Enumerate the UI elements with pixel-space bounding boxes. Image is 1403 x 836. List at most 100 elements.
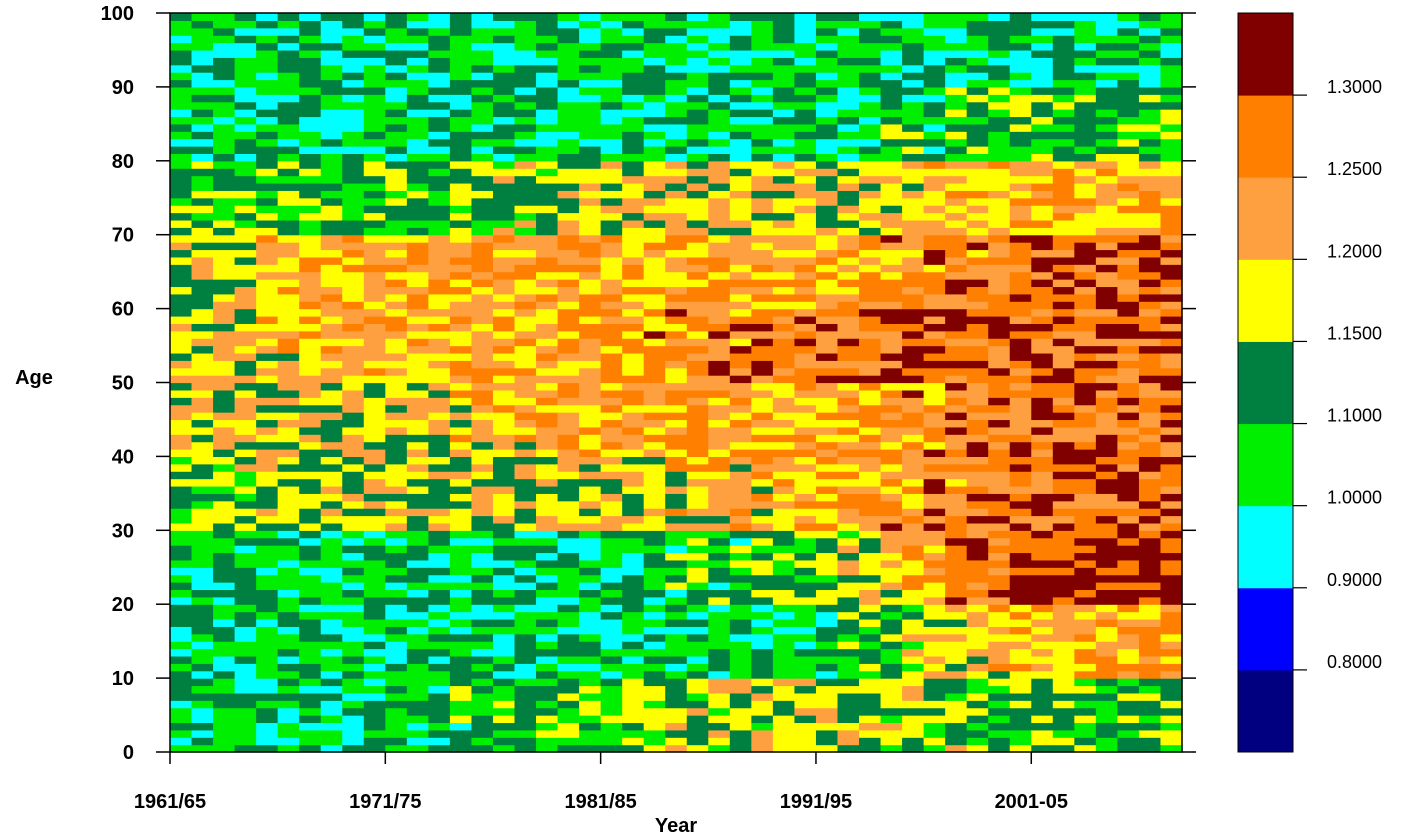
heatmap-cell xyxy=(1117,404,1140,413)
heatmap-cell xyxy=(449,242,473,251)
heatmap-cell xyxy=(299,559,322,568)
heatmap-cell xyxy=(1031,478,1054,487)
heatmap-cell xyxy=(536,397,559,406)
heatmap-cell xyxy=(256,463,279,472)
heatmap-cell xyxy=(880,352,903,361)
heatmap-cell xyxy=(622,345,645,354)
heatmap-cell xyxy=(342,308,365,317)
heatmap-cell xyxy=(342,626,365,635)
heatmap-cell xyxy=(557,197,580,206)
heatmap-cell xyxy=(729,160,752,169)
heatmap-cell xyxy=(708,338,731,347)
heatmap-cell xyxy=(1052,397,1075,406)
heatmap-cell xyxy=(1052,197,1075,206)
heatmap-cell xyxy=(191,116,214,125)
heatmap-cell xyxy=(363,131,386,140)
heatmap-cell xyxy=(363,685,386,694)
heatmap-cell xyxy=(256,160,279,169)
heatmap-cell xyxy=(277,360,300,369)
heatmap-cell xyxy=(729,500,752,509)
heatmap-cell xyxy=(234,345,257,354)
heatmap-cell xyxy=(579,382,602,391)
heatmap-cell xyxy=(902,42,925,51)
heatmap-cell xyxy=(579,552,602,561)
heatmap-cell xyxy=(945,323,968,332)
heatmap-cell xyxy=(729,382,752,391)
heatmap-cell xyxy=(902,345,925,354)
heatmap-cell xyxy=(234,160,257,169)
heatmap-cell xyxy=(1138,456,1162,465)
heatmap-cell xyxy=(234,589,257,598)
heatmap-cell xyxy=(794,419,817,428)
heatmap-cell xyxy=(859,397,882,406)
heatmap-cell xyxy=(837,160,860,169)
heatmap-cell xyxy=(320,197,343,206)
heatmap-cell xyxy=(406,530,429,539)
heatmap-cell xyxy=(536,13,559,21)
heatmap-cell xyxy=(1117,545,1140,554)
heatmap-cell xyxy=(1138,545,1162,554)
heatmap-cell xyxy=(945,109,968,118)
heatmap-cell xyxy=(1052,449,1075,457)
heatmap-cell xyxy=(1117,670,1140,679)
heatmap-cell xyxy=(923,175,946,184)
heatmap-cell xyxy=(557,626,580,635)
heatmap-cell xyxy=(1117,249,1140,258)
heatmap-cell xyxy=(1138,530,1162,539)
heatmap-cell xyxy=(966,737,989,746)
heatmap-cell xyxy=(837,404,860,413)
heatmap-cell xyxy=(536,249,559,258)
heatmap-cell xyxy=(1074,94,1097,103)
heatmap-cell xyxy=(449,205,473,214)
heatmap-cell xyxy=(815,397,839,406)
heatmap-cell xyxy=(1160,345,1183,354)
heatmap-cell xyxy=(449,700,473,709)
heatmap-cell xyxy=(320,589,343,598)
heatmap-cell xyxy=(708,574,731,583)
heatmap-cell xyxy=(902,678,925,687)
heatmap-cell xyxy=(557,419,580,428)
heatmap-cell xyxy=(449,722,473,731)
heatmap-cell xyxy=(794,641,817,650)
heatmap-cell xyxy=(1160,182,1183,191)
heatmap-cell xyxy=(600,412,623,421)
heatmap-cell xyxy=(815,559,839,568)
heatmap-cell xyxy=(449,729,473,738)
heatmap-cell xyxy=(859,508,882,517)
heatmap-cell xyxy=(772,397,796,406)
heatmap-cell xyxy=(514,64,537,73)
y-tick-label: 30 xyxy=(112,520,134,542)
heatmap-cell xyxy=(1095,404,1118,413)
heatmap-cell xyxy=(665,508,688,517)
heatmap-cell xyxy=(708,72,731,81)
heatmap-cell xyxy=(815,64,839,73)
heatmap-cell xyxy=(256,234,279,243)
heatmap-cell xyxy=(1117,352,1140,361)
heatmap-cell xyxy=(794,271,817,280)
heatmap-cell xyxy=(1095,256,1118,265)
heatmap-cell xyxy=(1009,205,1032,214)
heatmap-cell xyxy=(1074,42,1097,51)
heatmap-cell xyxy=(772,138,796,147)
heatmap-cell xyxy=(363,79,386,88)
heatmap-cell xyxy=(1160,101,1183,110)
heatmap-cell xyxy=(988,744,1011,753)
heatmap-cell xyxy=(988,293,1011,302)
heatmap-cell xyxy=(1052,219,1075,228)
heatmap-cell xyxy=(772,596,796,605)
heatmap-cell xyxy=(622,86,645,95)
heatmap-cell xyxy=(1117,685,1140,694)
heatmap-cell xyxy=(794,582,817,591)
heatmap-cell xyxy=(794,522,817,531)
heatmap-cell xyxy=(492,596,516,605)
heatmap-cell xyxy=(945,404,968,413)
heatmap-cell xyxy=(772,264,796,273)
heatmap-cell xyxy=(342,463,365,472)
heatmap-cell xyxy=(363,700,386,709)
heatmap-cell xyxy=(406,744,429,753)
heatmap-cell xyxy=(945,655,968,664)
heatmap-cell xyxy=(213,515,236,524)
heatmap-cell xyxy=(665,389,688,398)
heatmap-cell xyxy=(665,345,688,354)
heatmap-cell xyxy=(859,205,882,214)
